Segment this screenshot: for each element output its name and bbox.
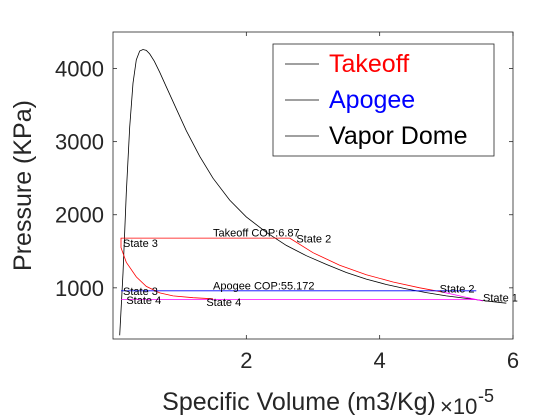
x-tick-label: 2: [240, 348, 252, 373]
axes-layer: 2 4 6 1000 2000 3000 4000 Specific Volume (m3/K…: [9, 31, 519, 419]
y-tick-label: 1000: [55, 276, 104, 301]
annotation-label: State 2: [440, 284, 475, 296]
annotation-label: State 1: [483, 292, 518, 304]
y-tick-label: 3000: [55, 130, 104, 155]
x-exponent-power: -5: [478, 386, 494, 406]
annotation-label: State 3: [123, 286, 158, 298]
annotation-label: State 4: [126, 295, 161, 307]
legend-entry-label: Takeoff: [329, 50, 409, 78]
series-layer: [119, 49, 507, 336]
x-axis-label: Specific Volume (m3/Kg): [162, 388, 436, 416]
y-axis-label: Pressure (KPa): [9, 100, 37, 271]
series-line-takeoff: [120, 237, 290, 300]
annotation-label: Apogee COP:55.172: [213, 281, 315, 293]
annotation-label: State 4: [206, 297, 241, 309]
legend-entry-label: Vapor Dome: [329, 122, 468, 150]
x-tick-label: 4: [374, 348, 386, 373]
axes-box: [112, 31, 514, 340]
series-line-vapor-dome: [119, 49, 507, 336]
x-exponent-label: ×10: [440, 394, 477, 419]
series-line-apogee-return: [442, 291, 484, 302]
legend: Takeoff Apogee Vapor Dome: [272, 43, 495, 157]
y-tick-label: 2000: [55, 203, 104, 228]
annotation-label: State 3: [123, 238, 158, 250]
y-tick-label: 4000: [55, 57, 104, 82]
annotation-label: Takeoff COP:6.87: [213, 228, 300, 240]
x-tick-label: 6: [507, 348, 519, 373]
series-line-takeoff-compression: [289, 237, 444, 293]
legend-entry-label: Apogee: [329, 86, 415, 114]
annotation-label: State 2: [296, 234, 331, 246]
